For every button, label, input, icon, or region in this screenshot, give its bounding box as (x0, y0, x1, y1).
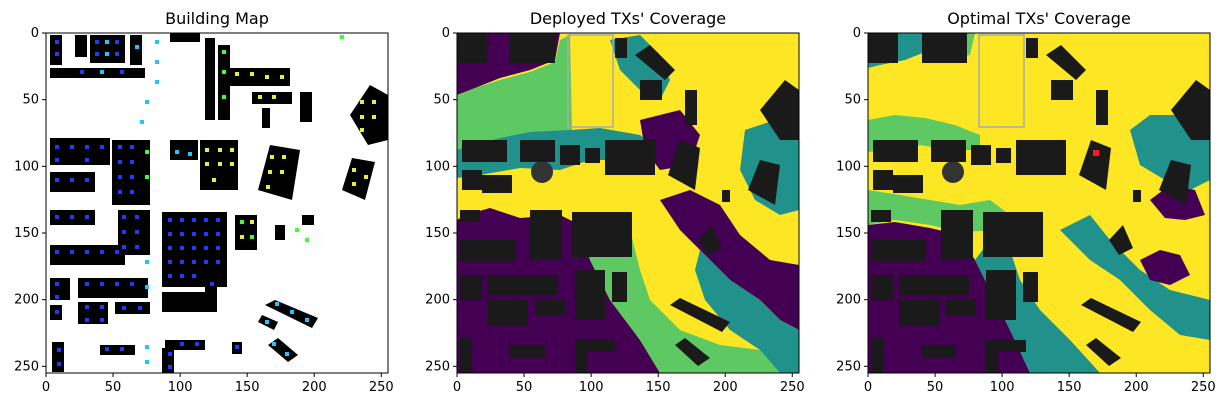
transmitters-layer (55, 35, 376, 369)
x-tick-label: 250 (1191, 380, 1216, 395)
y-tick-label: 100 (425, 159, 450, 174)
y-tick-label: 150 (14, 226, 39, 241)
axes-frame-optimal-coverage (867, 32, 1211, 374)
y-tick-label: 200 (425, 293, 450, 308)
x-tick-label: 150 (646, 380, 671, 395)
x-tick-label: 50 (105, 380, 122, 395)
x-tick-label: 100 (168, 380, 193, 395)
y-tick-label: 50 (844, 93, 861, 108)
y-tick-label: 0 (853, 26, 861, 41)
y-tick-label: 200 (836, 293, 861, 308)
plot-area-deployed-coverage (457, 33, 799, 373)
y-tick-label: 0 (31, 26, 39, 41)
chart-title-deployed-coverage: Deployed TXs' Coverage (530, 9, 726, 28)
x-axis-building-map: 0 50 100 150 200 250 (42, 373, 394, 395)
x-tick-label: 200 (1124, 380, 1149, 395)
panel-deployed-coverage: Deployed TXs' Coverage (425, 9, 805, 395)
y-tick-label: 0 (442, 26, 450, 41)
chart-title-optimal-coverage: Optimal TXs' Coverage (947, 9, 1131, 28)
y-axis-deployed-coverage: 0 50 100 150 200 250 (425, 26, 457, 374)
x-axis-optimal-coverage: 0 50 100 150 200 250 (864, 373, 1216, 395)
plot-area-optimal-coverage (868, 33, 1210, 373)
y-tick-label: 50 (22, 93, 39, 108)
x-tick-label: 200 (302, 380, 327, 395)
x-tick-label: 150 (235, 380, 260, 395)
x-tick-label: 100 (990, 380, 1015, 395)
y-tick-label: 250 (836, 359, 861, 374)
y-axis-optimal-coverage: 0 50 100 150 200 250 (836, 26, 868, 374)
x-tick-label: 50 (516, 380, 533, 395)
y-tick-label: 150 (836, 226, 861, 241)
panel-building-map: Building Map (14, 9, 394, 395)
plot-area-building-map (46, 33, 388, 373)
optimal-tx-marker (1093, 150, 1099, 156)
x-tick-label: 50 (927, 380, 944, 395)
axes-frame-deployed-coverage (456, 32, 800, 374)
x-tick-label: 0 (42, 380, 50, 395)
y-tick-label: 50 (433, 93, 450, 108)
x-axis-deployed-coverage: 0 50 100 150 200 250 (453, 373, 805, 395)
x-tick-label: 250 (369, 380, 394, 395)
y-axis-building-map: 0 50 100 150 200 250 (14, 26, 46, 374)
x-tick-label: 150 (1057, 380, 1082, 395)
chart-title-building-map: Building Map (165, 9, 269, 28)
axes-frame-building-map (45, 32, 389, 374)
x-tick-label: 250 (780, 380, 805, 395)
x-tick-label: 0 (453, 380, 461, 395)
y-tick-label: 150 (425, 226, 450, 241)
panel-optimal-coverage: Optimal TXs' Coverage (836, 9, 1216, 395)
x-tick-label: 100 (579, 380, 604, 395)
y-tick-label: 100 (14, 159, 39, 174)
y-tick-label: 250 (425, 359, 450, 374)
y-tick-label: 200 (14, 293, 39, 308)
y-tick-label: 250 (14, 359, 39, 374)
x-tick-label: 200 (713, 380, 738, 395)
y-tick-label: 100 (836, 159, 861, 174)
x-tick-label: 0 (864, 380, 872, 395)
